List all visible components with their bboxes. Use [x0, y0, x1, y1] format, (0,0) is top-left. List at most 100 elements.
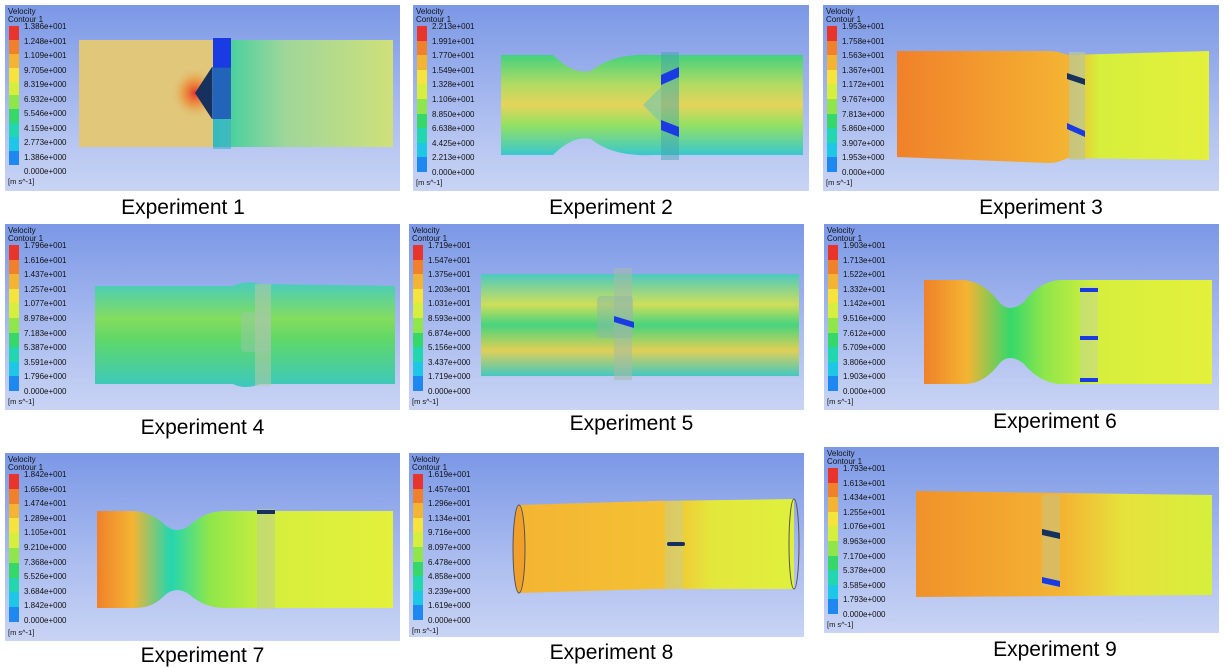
- pipe-body: [95, 282, 395, 387]
- experiment-caption-9: Experiment 9: [993, 638, 1117, 661]
- legend-color-bar: [828, 245, 838, 391]
- experiment-caption-5: Experiment 5: [569, 412, 694, 435]
- legend-band: [9, 26, 19, 40]
- legend-tick-label: 1.953e+001: [842, 22, 885, 31]
- legend-tick-label: 1.770e+001: [432, 51, 475, 61]
- legend-band: [413, 503, 423, 518]
- legend-tick-label: 1.332e+001: [843, 284, 886, 294]
- legend-band: [828, 599, 838, 614]
- legend-band: [827, 113, 837, 129]
- legend-band: [413, 361, 423, 377]
- pipe-body: [481, 274, 799, 376]
- flow-field-8: [512, 498, 800, 594]
- cone-obstacle: [195, 67, 212, 119]
- legend-tick-label: 1.522e+001: [843, 270, 886, 280]
- legend-band: [828, 303, 838, 318]
- legend-band: [413, 245, 423, 260]
- legend-tick-label: 1.203e+001: [428, 284, 471, 294]
- legend-band: [413, 576, 423, 591]
- legend-band: [9, 488, 19, 504]
- experiment-caption-8: Experiment 8: [549, 641, 674, 664]
- legend-tick-label: 6.932e+000: [24, 94, 67, 104]
- legend-tick-label: 1.257e+001: [24, 284, 67, 294]
- legend-tick-label: 8.850e+000: [432, 109, 475, 119]
- legend-tick-label: 1.903e+000: [843, 372, 886, 382]
- legend-tick-label: 7.612e+000: [843, 328, 886, 338]
- legend-tick-label: 9.767e+000: [842, 95, 885, 104]
- legend-tick-label: 5.860e+000: [842, 124, 885, 134]
- legend-band: [417, 55, 427, 70]
- legend-band: [9, 474, 19, 489]
- legend-tick-label: 8.097e+000: [428, 543, 471, 552]
- legend-tick-label: 1.375e+001: [428, 270, 471, 280]
- legend-tick-label: 0.000e+000: [842, 168, 885, 177]
- legend-band: [413, 517, 423, 533]
- legend-tick-label: 3.907e+000: [842, 138, 885, 148]
- legend-tick-label: 1.658e+001: [24, 484, 67, 494]
- legend-tick-label: 0.000e+000: [24, 167, 67, 176]
- plate-top: [213, 38, 231, 68]
- legend-tick-label: 1.719e+001: [428, 241, 471, 250]
- legend-band: [413, 259, 423, 275]
- legend-band: [9, 317, 19, 333]
- legend-tick-label: 1.842e+001: [24, 470, 67, 479]
- legend-tick-label: 1.713e+001: [843, 255, 886, 265]
- legend-tick-label: 3.239e+000: [428, 586, 471, 596]
- legend-band: [828, 570, 838, 585]
- legend-band: [828, 555, 838, 571]
- pipe-body: [519, 499, 794, 593]
- vane-top: [661, 67, 679, 85]
- legend-tick-label: 1.031e+001: [428, 299, 471, 309]
- legend-band: [413, 590, 423, 606]
- legend-tick-label: 1.991e+001: [432, 36, 475, 46]
- legend-tick-label: 1.434e+001: [843, 493, 886, 503]
- legend-units: [m s^-1]: [412, 626, 439, 635]
- legend-tick-label: 8.963e+000: [843, 537, 886, 546]
- legend-band: [9, 592, 19, 608]
- experiment-caption-4: Experiment 4: [140, 416, 265, 439]
- legend-tick-label: 0.000e+000: [432, 168, 475, 177]
- orifice-plate: [661, 52, 679, 160]
- legend-band: [413, 303, 423, 318]
- legend-tick-label: 1.457e+001: [428, 484, 471, 494]
- contour-panel-5: Velocity Contour 1 1.719e+001 1.547e+001 1.…: [409, 224, 804, 410]
- legend-band: [417, 98, 427, 114]
- blade-top: [1042, 529, 1060, 539]
- legend-band: [9, 151, 19, 165]
- legend-tick-label: 1.474e+001: [24, 499, 67, 509]
- legend-band: [9, 347, 19, 362]
- contour-panel-8: Velocity Contour 1 1.619e+001 1.457e+001 1.…: [409, 453, 804, 637]
- legend-color-bar: [413, 474, 423, 620]
- legend-tick-label: 9.716e+000: [428, 528, 471, 538]
- flow-field-1: [79, 38, 393, 149]
- flow-field-4: [95, 282, 395, 387]
- legend-tick-label: 1.619e+000: [428, 601, 471, 611]
- legend-band: [417, 157, 427, 172]
- legend-band: [828, 361, 838, 377]
- inlet-face: [512, 504, 526, 594]
- legend-band: [9, 607, 19, 622]
- legend-title: Velocity Contour 1: [412, 455, 448, 472]
- legend-band: [417, 69, 427, 85]
- pipe-body: [897, 51, 1209, 163]
- legend-tick-label: 3.684e+000: [24, 586, 67, 596]
- legend-band: [828, 540, 838, 556]
- legend-band: [828, 274, 838, 289]
- legend-band: [828, 347, 838, 362]
- legend-band: [9, 332, 19, 348]
- contour-panel-4: Velocity Contour 1 1.796e+001 1.616e+001 1.…: [5, 224, 400, 410]
- legend-band: [828, 376, 838, 391]
- legend-tick-label: 7.183e+000: [24, 328, 67, 338]
- legend-band: [827, 26, 837, 41]
- contour-panel-6: Velocity Contour 1 1.903e+001 1.713e+001 1.…: [824, 224, 1219, 410]
- legend-tick-label: 1.172e+001: [842, 80, 885, 90]
- legend-color-bar: [9, 245, 19, 391]
- blade-bottom: [1067, 123, 1085, 137]
- legend-band: [413, 288, 423, 304]
- legend-band: [9, 303, 19, 318]
- legend-tick-label: 0.000e+000: [428, 387, 471, 396]
- legend-color-bar: [9, 26, 19, 165]
- legend-tick-label: 1.106e+001: [432, 95, 475, 104]
- legend-band: [413, 561, 423, 577]
- legend-band: [9, 288, 19, 304]
